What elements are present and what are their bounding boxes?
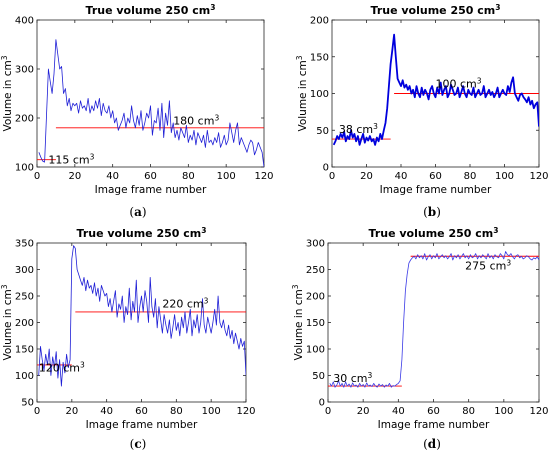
chart-panel-4: True volume 250 cm3 0 20 40 60 80 100 120 0 50 100…: [291, 226, 549, 451]
y-axis-label: Volume in cm3: [0, 55, 14, 131]
x-tick-label: 0: [34, 406, 40, 417]
x-tick-label: 120: [254, 171, 273, 182]
x-tick-label: 0: [329, 171, 335, 182]
x-tick-label: 80: [464, 171, 477, 182]
y-tick-label: 0: [323, 163, 329, 174]
x-tick-label: 20: [357, 406, 370, 417]
x-tick-label: 60: [427, 406, 440, 417]
x-tick-label: 80: [182, 171, 195, 182]
y-tick-label: 350: [15, 239, 34, 250]
chart-panel-1: True volume 250 cm3 0 20 40 60 80 100 120 100 200…: [0, 3, 274, 219]
y-tick-label: 200: [310, 16, 329, 27]
y-tick-label: 100: [310, 89, 329, 100]
annotation-label: 100 cm3: [436, 77, 482, 91]
y-tick-label: 50: [312, 371, 325, 382]
y-axis-label: Volume in cm3: [295, 55, 309, 131]
y-tick-label: 250: [15, 292, 34, 303]
x-tick-label: 100: [217, 171, 236, 182]
chart-panel-2: True volume 250 cm3 0 20 40 60 80 100 120 0 50 100…: [295, 3, 549, 219]
annotation-label: 120 cm3: [39, 360, 85, 374]
y-tick-label: 200: [15, 114, 34, 125]
y-tick-label: 50: [316, 126, 329, 137]
x-tick-label: 100: [202, 406, 221, 417]
y-tick-label: 300: [15, 65, 34, 76]
y-axis-label: Volume in cm3: [0, 284, 14, 360]
chart-title: True volume 250 cm3: [369, 226, 499, 240]
x-tick-label: 80: [462, 406, 475, 417]
series-line: [38, 245, 246, 387]
y-axis-label: Volume in cm3: [291, 284, 305, 360]
x-axis-label: Image frame number: [86, 419, 198, 431]
x-tick-label: 60: [135, 406, 148, 417]
x-tick-label: 40: [395, 171, 408, 182]
plot-frame: [36, 242, 247, 403]
y-tick-label: 50: [21, 398, 34, 409]
x-tick-label: 20: [68, 171, 81, 182]
chart-panel-3: True volume 250 cm3 0 20 40 60 80 100 120 50 100 1…: [0, 226, 256, 451]
x-tick-label: 0: [34, 171, 40, 182]
x-tick-label: 120: [529, 406, 548, 417]
y-tick-label: 200: [15, 318, 34, 329]
x-axis-label: Image frame number: [95, 184, 207, 196]
annotation-label: 275 cm3: [465, 259, 511, 273]
series-line: [329, 251, 539, 388]
annotation-label: 38 cm3: [339, 122, 378, 136]
annotation-label: 115 cm3: [48, 153, 94, 167]
panel-caption: (d): [423, 437, 441, 451]
panel-caption: (b): [423, 205, 441, 219]
x-tick-label: 40: [106, 171, 119, 182]
x-tick-label: 100: [494, 406, 513, 417]
chart-title: True volume 250 cm3: [77, 226, 207, 240]
y-tick-label: 100: [306, 345, 325, 356]
x-tick-label: 120: [529, 171, 548, 182]
y-tick-label: 100: [15, 163, 34, 174]
y-tick-label: 200: [306, 292, 325, 303]
chart-title: True volume 250 cm3: [371, 3, 501, 17]
y-tick-label: 300: [15, 265, 34, 276]
x-axis-label: Image frame number: [378, 419, 490, 431]
series-line: [38, 39, 264, 167]
annotation-label: 30 cm3: [333, 371, 372, 385]
plot-frame: [36, 19, 265, 168]
y-tick-label: 250: [306, 265, 325, 276]
x-tick-label: 60: [144, 171, 157, 182]
x-tick-label: 40: [100, 406, 113, 417]
chart-title: True volume 250 cm3: [86, 3, 216, 17]
y-tick-label: 150: [310, 52, 329, 63]
annotation-label: 220 cm3: [162, 297, 208, 311]
x-tick-label: 20: [65, 406, 78, 417]
x-tick-label: 100: [495, 171, 514, 182]
panel-caption: (a): [129, 205, 146, 219]
x-tick-label: 80: [170, 406, 183, 417]
y-tick-label: 0: [319, 398, 325, 409]
y-tick-label: 400: [15, 16, 34, 27]
x-tick-label: 0: [325, 406, 331, 417]
annotation-label: 180 cm3: [173, 113, 219, 127]
panel-caption: (c): [130, 437, 147, 451]
x-tick-label: 40: [392, 406, 405, 417]
y-tick-label: 300: [306, 239, 325, 250]
y-tick-label: 150: [306, 318, 325, 329]
x-tick-label: 120: [236, 406, 255, 417]
x-tick-label: 20: [360, 171, 373, 182]
y-tick-label: 150: [15, 345, 34, 356]
x-axis-label: Image frame number: [380, 184, 492, 196]
series-line: [332, 33, 539, 146]
x-tick-label: 60: [429, 171, 442, 182]
y-tick-label: 100: [15, 371, 34, 382]
